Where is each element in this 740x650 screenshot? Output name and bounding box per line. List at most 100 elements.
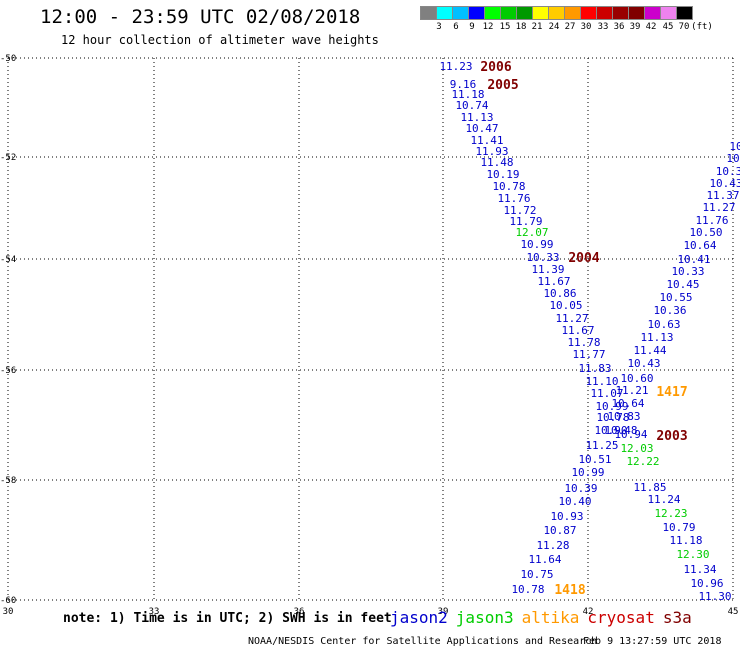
wave-height-label: 10.33: [671, 265, 704, 278]
latitude-label: -54: [0, 255, 16, 265]
legend-label: 12: [482, 22, 494, 32]
wave-height-label: 11.67: [537, 275, 570, 288]
wave-height-label: 10.64: [683, 239, 716, 252]
wave-height-label: 11.27: [702, 201, 735, 214]
wave-height-label: 11.93: [475, 145, 508, 158]
wave-height-label: 10.87: [543, 524, 576, 537]
latitude-label: -56: [0, 366, 16, 376]
wave-height-label: 11.37: [706, 189, 739, 202]
pass-labels: 2006 2005 2004 1417 2003 1418: [480, 60, 687, 598]
legend-label: 21: [531, 22, 543, 32]
wave-height-label: 10.78: [596, 411, 629, 424]
legend-label: 36: [613, 22, 625, 32]
wave-height-label: 10.36: [653, 304, 686, 317]
wave-height-label: 10.94: [614, 428, 647, 441]
wave-height-label: 11.34: [683, 563, 716, 576]
wave-height-label: 11.07: [590, 387, 623, 400]
latitude-label: -58: [0, 476, 16, 486]
wave-height-label: 10.43: [627, 357, 660, 370]
wave-height-label: 10.63: [647, 318, 680, 331]
pass-time-label: 2003: [656, 429, 687, 444]
wave-height-label: 11.18: [451, 88, 484, 101]
legend-label: 15: [499, 22, 511, 32]
pass-time-label: 2005: [487, 78, 518, 93]
legend-label: 3: [436, 22, 442, 32]
wave-height-label: 10.99: [520, 238, 553, 251]
legend-label: 39: [629, 22, 641, 32]
wave-height-label: 11.79: [509, 215, 542, 228]
wave-height-label: 10.93: [550, 510, 583, 523]
pass-time-label: 2004: [568, 251, 599, 266]
legend-label: 42: [645, 22, 657, 32]
wave-height-label: 10.99: [571, 466, 604, 479]
axis-tick-labels: 30 33 36 39 42 45 -50 -52 -54 -56 -58 -60: [0, 54, 738, 617]
wave-height-label: 12.23: [654, 507, 687, 520]
legend-swatches: [420, 6, 740, 20]
wave-height-label: 10.47: [465, 122, 498, 135]
wave-height-label: 10.83: [607, 410, 640, 423]
wave-height-label: 11.72: [503, 204, 536, 217]
wave-height-label: 10: [726, 152, 739, 165]
satellite-legend: jason2 jason3 altika cryosat s3a: [390, 608, 700, 627]
satellite-legend-s3a: s3a: [662, 608, 692, 627]
satellite-legend-cryosat: cryosat: [587, 608, 655, 627]
footer-note: note: 1) Time is in UTC; 2) SWH is in fe…: [63, 611, 392, 626]
satellite-legend-altika: altika: [521, 608, 580, 627]
longitude-label: 36: [294, 607, 305, 617]
longitude-label: 39: [438, 607, 449, 617]
wave-height-label: 10.33: [526, 251, 559, 264]
longitude-label: 45: [728, 607, 739, 617]
footer-timestamp: Feb 9 13:27:59 UTC 2018: [583, 636, 722, 647]
wave-height-label: 11.76: [497, 192, 530, 205]
wave-height-label: 10.41: [677, 253, 710, 266]
wave-height-label: 12.30: [676, 548, 709, 561]
longitude-label: 30: [3, 607, 14, 617]
footer-credit: NOAA/NESDIS Center for Satellite Applica…: [248, 636, 598, 647]
wave-height-label: 11.28: [536, 539, 569, 552]
wave-height-label: 11.30: [698, 590, 731, 603]
wave-height-label: 11.23: [439, 60, 472, 73]
lat-lon-grid: [7, 57, 734, 601]
legend-label: 9: [469, 22, 475, 32]
wave-height-label: 10.96: [690, 577, 723, 590]
wave-height-label: 10.45: [666, 278, 699, 291]
wave-height-label: 11.77: [572, 348, 605, 361]
map-subtitle: 12 hour collection of altimeter wave hei…: [61, 33, 379, 47]
wave-height-label: 10.78: [511, 583, 544, 596]
longitude-label: 42: [583, 607, 594, 617]
wave-height-label: 11.48: [480, 156, 513, 169]
wave-height-label: 11.25: [585, 439, 618, 452]
wave-height-label: 12.07: [515, 226, 548, 239]
satellite-legend-jason3: jason3: [455, 608, 514, 627]
wave-height-label: 10.51: [578, 453, 611, 466]
legend-swatch: [676, 6, 693, 20]
wave-height-label: 10.90: [594, 424, 627, 437]
legend-label: (ft): [691, 22, 713, 32]
wave-height-label: 10.05: [549, 299, 582, 312]
wave-height-label: 10.74: [455, 99, 488, 112]
wave-height-label: 11.64: [528, 553, 561, 566]
legend-label: 27: [564, 22, 576, 32]
wave-height-label: 11.76: [695, 214, 728, 227]
wave-height-label: 11.21: [615, 384, 648, 397]
wave-height-label: 10.43: [709, 177, 740, 190]
legend-label: 24: [548, 22, 560, 32]
wave-height-label: 11.27: [555, 312, 588, 325]
wave-height-label: 11.78: [567, 336, 600, 349]
wave-height-label: 10.64: [611, 397, 644, 410]
wave-height-label: 10.50: [689, 226, 722, 239]
wave-height-label: 11.10: [585, 375, 618, 388]
wave-height-label: 10.79: [662, 521, 695, 534]
pass-time-label: 1417: [656, 385, 687, 400]
wave-height-label: 10.60: [620, 372, 653, 385]
wave-height-label: 10.48: [604, 424, 637, 437]
wave-height-label: 10.99: [595, 400, 628, 413]
wave-height-label: 10.3: [716, 165, 740, 178]
pass-time-label: 2006: [480, 60, 511, 75]
wave-height-label: 9.16: [450, 78, 477, 91]
wave-height-label: 11.83: [578, 362, 611, 375]
wave-height-label: 11.41: [470, 134, 503, 147]
map-title: 12:00 - 23:59 UTC 02/08/2018: [40, 6, 361, 28]
wave-height-label: 11.24: [647, 493, 680, 506]
